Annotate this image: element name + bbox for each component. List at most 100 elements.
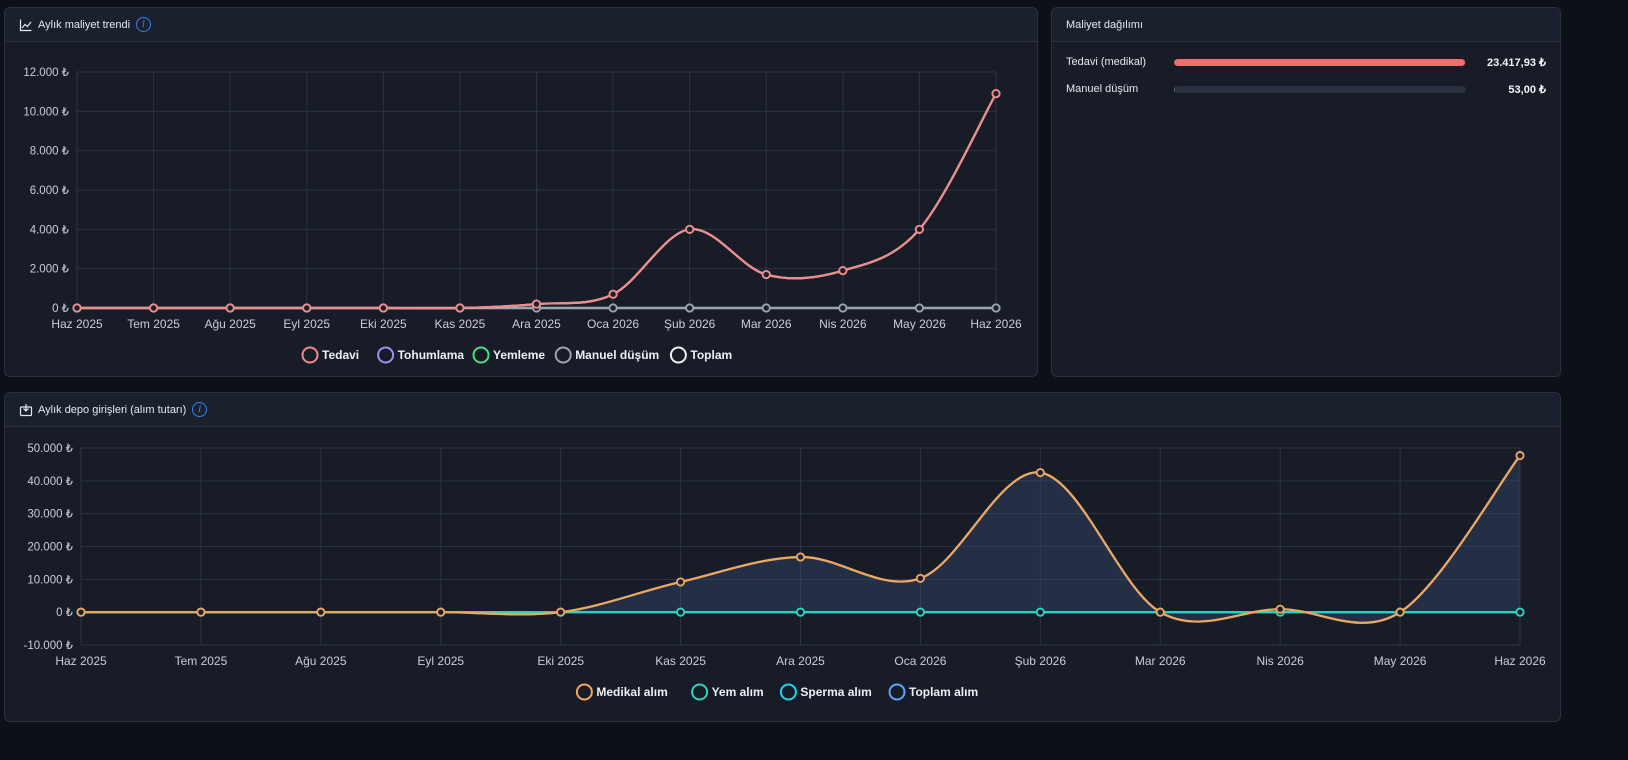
x-tick-label: Tem 2025 [127,317,180,331]
y-tick-label: 6.000 ₺ [30,185,70,197]
legend-marker [575,683,593,701]
data-point [196,607,206,617]
y-tick-label: 20.000 ₺ [27,542,73,554]
data-point [991,89,1001,99]
x-tick-label: Ara 2025 [776,654,825,668]
depot-entries-chart: 50.000 ₺ 40.000 ₺ 30.000 ₺ 20.000 ₺ 10.000 ₺… [23,443,1546,701]
legend-label: Manuel düşüm [575,348,659,362]
data-point [676,577,686,587]
distribution-row: Tedavi (medikal) 23.417,93 ₺ [1066,54,1546,70]
y-tick-label: 30.000 ₺ [27,509,73,521]
y-tick-label: 8.000 ₺ [30,146,70,158]
data-point [761,303,771,313]
cost-distribution-title: Maliyet dağılımı [1066,18,1144,31]
x-tick-label: Haz 2026 [1494,654,1546,668]
info-icon[interactable]: i [192,402,208,417]
distribution-fill [1174,86,1175,93]
data-point [761,270,771,280]
distribution-row: Manuel düşüm 53,00 ₺ [1066,81,1546,97]
x-tick-label: Oca 2026 [587,317,639,331]
x-tick-label: Kas 2025 [435,317,486,331]
data-point [1515,607,1525,617]
x-tick-label: Eyl 2025 [283,317,330,331]
x-tick-label: Oca 2026 [894,654,946,668]
legend-label: Medikal alım [596,685,667,699]
data-point [915,573,925,583]
data-point [838,303,848,313]
x-tick-label: Haz 2025 [55,654,107,668]
data-point [838,266,848,276]
data-point [796,552,806,562]
line-chart-icon [19,19,32,31]
legend-marker [472,346,490,364]
depot-entries-title: Aylık depo girişleri (alım tutarı) [38,403,187,416]
x-tick-label: Eki 2025 [537,654,584,668]
y-tick-label: 10.000 ₺ [27,574,73,586]
legend-marker [691,683,709,701]
depot-entries-panel: Aylık depo girişleri (alım tutarı) i 50.… [4,392,1561,722]
data-point [76,607,86,617]
data-point [149,303,159,313]
data-point [685,303,695,313]
x-tick-label: Ağu 2025 [295,654,347,668]
data-point [796,607,806,617]
legend-marker [377,346,395,364]
x-tick-label: May 2026 [1374,654,1427,668]
x-tick-label: Tem 2025 [175,654,228,668]
legend-marker [301,346,319,364]
data-point [436,607,446,617]
distribution-fill [1174,59,1466,66]
y-tick-label: 50.000 ₺ [27,443,73,455]
y-tick-label: -10.000 ₺ [23,640,73,652]
data-point [455,303,465,313]
data-point [914,303,924,313]
legend-marker [888,683,906,701]
y-tick-label: 0 ₺ [52,303,70,315]
data-point [316,607,326,617]
data-point [1515,451,1525,461]
x-tick-label: Şub 2026 [664,317,716,331]
data-point [1035,468,1045,478]
data-point [556,607,566,617]
legend-label: Tohumlama [398,348,465,362]
data-point [676,607,686,617]
x-tick-label: Haz 2025 [51,317,103,331]
x-tick-label: Eki 2025 [360,317,407,331]
area-fill [81,455,1520,623]
distribution-label: Tedavi (medikal) [1066,56,1147,68]
data-point [1035,607,1045,617]
data-point [378,303,388,313]
x-tick-label: Haz 2026 [970,317,1022,331]
data-point [914,224,924,234]
x-tick-label: Ağu 2025 [204,317,256,331]
cost-distribution-header: Maliyet dağılımı [1052,8,1560,42]
data-point [608,289,618,299]
legend-label: Toplam [690,348,732,362]
legend-marker [669,346,687,364]
cost-trend-header: Aylık maliyet trendi i [5,8,1037,42]
info-icon[interactable]: i [136,17,152,32]
legend-label: Yemleme [493,348,545,362]
legend-marker [554,346,572,364]
data-point [302,303,312,313]
x-tick-label: Kas 2025 [655,654,706,668]
legend-label: Yem alım [712,685,764,699]
legend-marker [779,683,797,701]
data-point [532,299,542,309]
data-point [72,303,82,313]
x-tick-label: Mar 2026 [741,317,792,331]
x-tick-label: Nis 2026 [1256,654,1304,668]
distribution-track [1174,59,1466,66]
distribution-value: 23.417,93 ₺ [1487,57,1546,69]
y-tick-label: 12.000 ₺ [23,67,69,79]
data-point [685,224,695,234]
distribution-value: 53,00 ₺ [1508,84,1546,96]
cost-trend-title: Aylık maliyet trendi [38,18,131,31]
data-point [915,607,925,617]
y-tick-label: 40.000 ₺ [27,476,73,488]
data-point [225,303,235,313]
x-tick-label: Ara 2025 [512,317,561,331]
x-tick-label: Mar 2026 [1135,654,1186,668]
x-tick-label: Eyl 2025 [417,654,464,668]
legend-label: Toplam alım [909,685,978,699]
